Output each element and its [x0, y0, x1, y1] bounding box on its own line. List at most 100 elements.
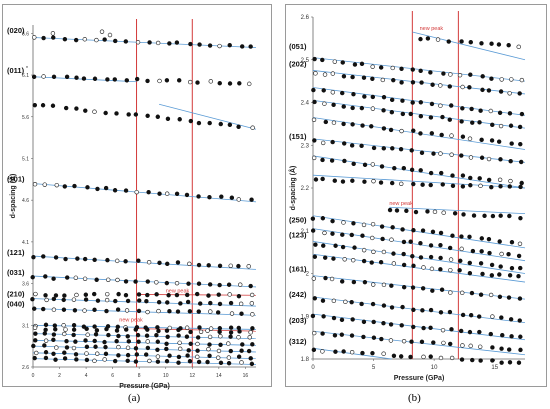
- data-point: [438, 242, 443, 248]
- data-point: [388, 338, 394, 343]
- data-point: [312, 99, 317, 105]
- data-point: [499, 360, 504, 365]
- data-point: [146, 189, 151, 195]
- data-point: [351, 161, 356, 167]
- data-point: [440, 327, 446, 333]
- data-point: [187, 261, 192, 267]
- data-point: [460, 134, 466, 139]
- data-point: [516, 253, 522, 259]
- data-point: [469, 106, 474, 112]
- data-point: [51, 276, 56, 281]
- reflection-label: (031): [7, 268, 25, 277]
- data-point: [84, 326, 89, 332]
- data-point: [177, 340, 182, 345]
- data-point: [196, 281, 202, 286]
- data-point: [349, 232, 354, 238]
- data-point: [33, 338, 38, 343]
- data-point: [478, 292, 484, 297]
- data-point: [411, 181, 416, 187]
- data-point: [450, 173, 455, 178]
- data-point: [74, 292, 79, 298]
- data-point: [54, 345, 59, 350]
- data-point: [381, 94, 387, 100]
- data-point: [359, 143, 364, 149]
- data-point: [479, 236, 484, 241]
- data-point: [371, 319, 376, 325]
- data-point: [313, 242, 318, 247]
- data-point: [381, 249, 387, 255]
- data-point: [449, 103, 454, 108]
- data-point: [499, 251, 504, 257]
- data-point: [51, 337, 56, 343]
- fit-line: [312, 253, 526, 283]
- data-point: [73, 37, 79, 43]
- data-point: [333, 349, 338, 354]
- data-point: [341, 104, 346, 109]
- data-point: [429, 101, 435, 107]
- data-point: [92, 324, 97, 329]
- data-point: [362, 279, 368, 285]
- x-tick-label: 16: [243, 373, 249, 379]
- data-point: [350, 74, 355, 80]
- data-point: [217, 43, 222, 49]
- data-point: [217, 81, 222, 86]
- data-point: [207, 334, 213, 340]
- data-point: [83, 297, 89, 302]
- data-point: [329, 276, 335, 282]
- data-point: [428, 170, 434, 176]
- x-tick-label: 2: [58, 373, 61, 379]
- data-point: [167, 41, 172, 46]
- data-point: [447, 84, 452, 89]
- data-point: [370, 350, 375, 356]
- data-point: [509, 334, 514, 339]
- reflection-label: (121): [7, 248, 25, 257]
- data-point: [418, 168, 423, 173]
- data-point: [135, 40, 141, 45]
- data-point: [184, 325, 190, 330]
- data-point: [32, 102, 38, 108]
- data-point: [392, 166, 397, 171]
- data-point: [125, 352, 131, 358]
- data-point: [164, 328, 170, 333]
- data-point: [343, 299, 348, 305]
- data-point: [330, 218, 335, 224]
- data-point: [145, 279, 150, 284]
- data-point: [369, 124, 374, 129]
- data-point: [249, 301, 255, 306]
- data-point: [208, 300, 213, 306]
- data-point: [371, 145, 377, 151]
- data-point: [361, 247, 367, 253]
- data-point: [361, 319, 367, 325]
- data-point: [227, 122, 233, 127]
- data-point: [404, 208, 409, 214]
- data-point: [351, 92, 356, 97]
- data-point: [43, 355, 49, 361]
- reflection-label: (242): [289, 290, 307, 299]
- data-point: [71, 345, 77, 351]
- data-point: [174, 280, 180, 286]
- data-point: [207, 282, 213, 287]
- data-point: [155, 40, 161, 46]
- data-point: [460, 184, 466, 189]
- data-point: [489, 273, 495, 278]
- data-point: [499, 315, 504, 320]
- data-point: [102, 339, 107, 345]
- data-point: [188, 118, 194, 124]
- data-point: [246, 348, 252, 354]
- data-point: [468, 72, 473, 77]
- data-point: [361, 75, 367, 80]
- data-point: [249, 361, 255, 367]
- reflection-label: (011): [7, 66, 25, 75]
- data-point: [471, 213, 477, 218]
- data-point: [154, 332, 159, 338]
- data-point: [439, 170, 444, 176]
- data-point: [63, 327, 68, 332]
- data-point: [83, 338, 88, 343]
- data-point: [237, 81, 242, 86]
- data-point: [438, 355, 444, 361]
- data-point: [420, 228, 426, 233]
- data-point: [459, 153, 464, 158]
- data-point: [479, 249, 484, 254]
- data-point: [63, 105, 69, 111]
- data-point: [401, 262, 407, 268]
